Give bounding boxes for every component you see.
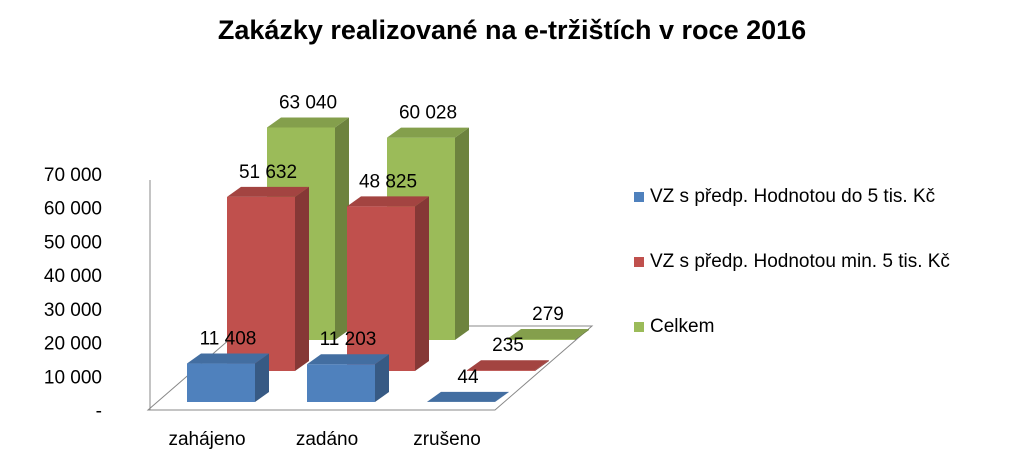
bar-side — [375, 354, 389, 402]
bar-top — [387, 127, 469, 138]
bar-top — [427, 391, 509, 402]
bar-side — [535, 360, 549, 371]
legend-label: Celkem — [650, 316, 714, 337]
data-label: 48 825 — [359, 171, 417, 192]
bar-front — [507, 339, 575, 340]
bar-side — [255, 353, 269, 402]
legend-swatch — [634, 322, 644, 332]
y-tick-label: 40 000 — [44, 266, 102, 287]
data-label: 44 — [457, 367, 479, 388]
bar-top — [187, 353, 269, 364]
x-tick-label: zadáno — [296, 429, 358, 450]
y-tick-label: 50 000 — [44, 232, 102, 253]
bar-side — [415, 196, 429, 371]
y-tick-label: 20 000 — [44, 334, 102, 355]
bar-top — [267, 117, 349, 128]
bar-side — [495, 391, 509, 402]
data-label: 11 203 — [320, 329, 377, 350]
bar-front — [307, 364, 375, 402]
bar-top — [467, 360, 549, 371]
bar-front — [347, 206, 415, 371]
data-label: 63 040 — [279, 92, 337, 113]
data-label: 11 408 — [200, 329, 257, 350]
bar-top — [347, 196, 429, 207]
bar-side — [455, 127, 469, 340]
data-label: 51 632 — [239, 162, 297, 183]
bar-front — [227, 196, 295, 371]
data-label: 235 — [492, 335, 524, 356]
bar-top — [507, 329, 589, 340]
data-label: 279 — [532, 304, 564, 325]
legend-label: VZ s předp. Hodnotou min. 5 tis. Kč — [650, 251, 950, 272]
legend-label: VZ s předp. Hodnotou do 5 tis. Kč — [650, 186, 935, 207]
bar-top — [307, 354, 389, 365]
x-tick-label: zahájeno — [168, 429, 245, 450]
chart-title: Zakázky realizované na e-tržištích v roc… — [218, 15, 806, 45]
y-tick-label: 70 000 — [44, 165, 102, 186]
y-tick-label: 10 000 — [44, 367, 102, 388]
bar-front — [467, 370, 535, 371]
bar-side — [575, 329, 589, 340]
bar-front — [187, 363, 255, 402]
legend-swatch — [634, 257, 644, 267]
x-tick-label: zrušeno — [413, 429, 481, 450]
y-tick-label: 60 000 — [44, 199, 102, 220]
bar-top — [227, 186, 309, 197]
data-label: 60 028 — [399, 103, 457, 124]
legend-swatch — [634, 192, 644, 202]
bar-side — [295, 186, 309, 371]
y-tick-label: - — [96, 401, 102, 422]
bar-side — [335, 117, 349, 340]
y-tick-label: 30 000 — [44, 300, 102, 321]
